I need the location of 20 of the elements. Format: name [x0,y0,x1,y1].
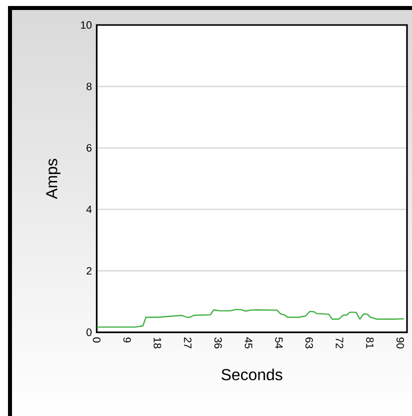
y-axis-title: Amps [46,158,60,200]
line-series [96,308,405,328]
x-tick-label: 9 [123,338,131,342]
x-tick-label: 54 [275,337,283,349]
y-tick-label: 2 [86,267,92,275]
x-axis-title: Seconds [222,368,282,380]
y-tick-label: 8 [86,82,92,90]
x-tick-label: 36 [214,337,222,348]
y-tick-label: 6 [86,144,92,152]
x-tick-label: 27 [184,338,192,348]
x-tick-label: 72 [336,338,344,348]
y-tick-label: 0 [86,328,92,336]
y-tick-label: 10 [81,21,92,29]
x-tick-label: 63 [305,338,313,348]
x-tick-label: 18 [154,338,162,348]
x-tick-label: 90 [396,338,404,348]
y-tick-label: 4 [86,206,92,214]
x-tick-label: 81 [366,337,374,348]
x-tick-label: 45 [244,337,252,348]
x-tick-label: 0 [92,337,100,342]
